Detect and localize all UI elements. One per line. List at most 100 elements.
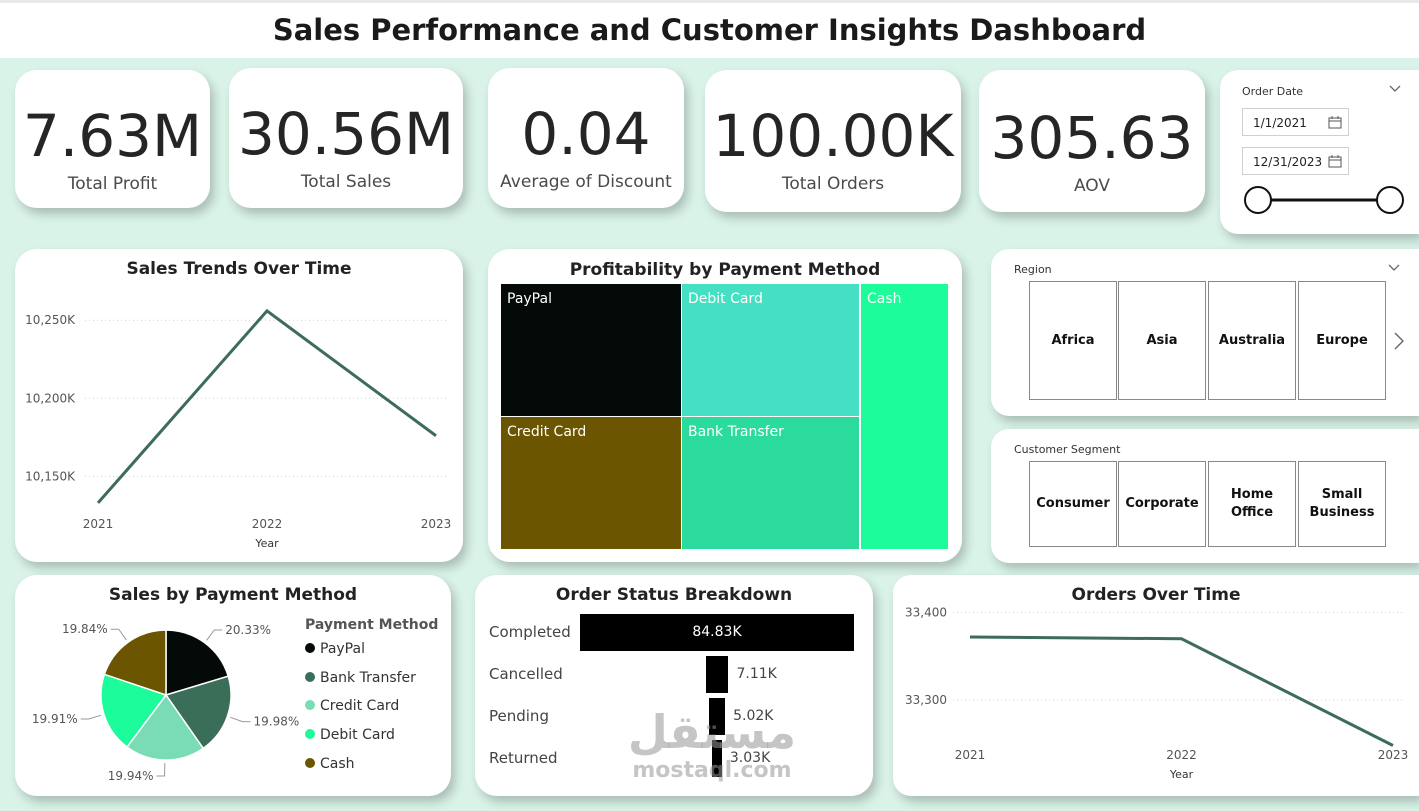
funnel-bar[interactable] — [705, 656, 729, 693]
funnel-bar[interactable] — [580, 614, 854, 651]
profitability-treemap: PayPal Debit Card Cash Credit Card Bank Tran… — [501, 284, 948, 549]
legend-marker — [305, 671, 315, 682]
order-date-label: Order Date — [1242, 85, 1304, 98]
x-tick-label: 2022 — [1166, 748, 1197, 762]
funnel-category-label: Returned — [489, 749, 558, 767]
x-tick-label: 2021 — [83, 517, 114, 531]
pie-data-label: 19.84% — [62, 622, 108, 636]
pie-slice — [165, 629, 230, 697]
kpi-label: AOV — [1073, 176, 1111, 196]
legend-marker — [305, 643, 315, 653]
kpi-aov: 305.63 AOV — [979, 70, 1205, 212]
slider-start-handle[interactable] — [1244, 186, 1272, 214]
region-tile-africa[interactable]: Africa — [1029, 281, 1117, 400]
kpi-value: 305.63 — [990, 104, 1194, 172]
region-slicer: Region Africa Asia Australia Europe — [991, 249, 1419, 416]
treemap-tile-credit-card[interactable]: Credit Card — [501, 417, 681, 549]
order-date-slicer: Order Date 1/1/2021 12/31/2023 — [1220, 70, 1419, 234]
legend-title: Payment Method — [305, 617, 439, 633]
funnel-category-label: Pending — [489, 707, 549, 725]
funnel-bar[interactable] — [712, 740, 722, 777]
orders-line-chart: 33,300 33,400 2021 2022 2023 Year — [905, 606, 1409, 782]
kpi-value: 30.56M — [237, 100, 455, 168]
end-date-input[interactable]: 12/31/2023 — [1242, 147, 1349, 175]
chevron-down-icon[interactable] — [1389, 85, 1401, 93]
series-line — [969, 635, 1394, 747]
x-axis-title: Year — [254, 537, 279, 550]
treemap-tile-cash[interactable]: Cash — [861, 284, 948, 549]
chart-title: Order Status Breakdown — [555, 585, 793, 605]
segment-label: Customer Segment — [1014, 443, 1121, 456]
legend-item[interactable]: Credit Card — [305, 698, 399, 714]
chevron-down-icon[interactable] — [1388, 264, 1400, 272]
chart-title: Sales Trends Over Time — [126, 259, 352, 279]
kpi-value: 7.63M — [22, 102, 203, 170]
treemap-tile-bank-transfer[interactable]: Bank Transfer — [682, 417, 859, 549]
legend-marker — [305, 757, 315, 768]
chart-title: Profitability by Payment Method — [569, 260, 881, 280]
legend-item[interactable]: PayPal — [305, 641, 365, 657]
segment-tile-small-business[interactable]: Small Business — [1298, 461, 1386, 547]
start-date-input[interactable]: 1/1/2021 — [1242, 108, 1349, 136]
treemap-tile-label: Cash — [867, 291, 902, 307]
y-tick-label: 10,250K — [25, 313, 76, 327]
y-tick-label: 10,200K — [25, 391, 76, 405]
legend-item[interactable]: Bank Transfer — [305, 670, 416, 686]
y-tick-label: 10,150K — [25, 469, 76, 483]
legend-marker — [305, 729, 315, 740]
legend-label: Credit Card — [320, 698, 400, 715]
funnel-bar[interactable] — [708, 698, 726, 735]
treemap-tile-label: Debit Card — [688, 291, 763, 307]
kpi-value: 0.04 — [521, 100, 651, 168]
calendar-icon[interactable] — [1328, 155, 1342, 168]
funnel-category-label: Cancelled — [489, 665, 563, 683]
region-tile-australia[interactable]: Australia — [1208, 281, 1296, 400]
pie-slice — [125, 693, 205, 761]
legend-label: Debit Card — [320, 727, 395, 744]
chevron-right-icon[interactable] — [1393, 331, 1405, 351]
x-tick-label: 2023 — [421, 517, 452, 531]
legend-item[interactable]: Debit Card — [305, 727, 395, 743]
x-tick-label: 2023 — [1378, 748, 1409, 762]
region-tile-asia[interactable]: Asia — [1118, 281, 1206, 400]
segment-tile-corporate[interactable]: Corporate — [1118, 461, 1206, 547]
legend-label: PayPal — [320, 641, 365, 657]
y-tick-label: 33,300 — [905, 693, 947, 707]
treemap-tile-debit-card[interactable]: Debit Card — [682, 284, 859, 416]
profitability-card: Profitability by Payment Method PayPal De… — [488, 249, 962, 562]
pie-data-label: 19.91% — [32, 712, 78, 726]
funnel-category-label: Completed — [489, 623, 571, 641]
slider-end-handle[interactable] — [1376, 186, 1404, 214]
legend-label: Cash — [320, 755, 355, 772]
funnel-data-label: 5.02K — [733, 708, 774, 724]
legend-item[interactable]: Cash — [305, 756, 355, 772]
calendar-icon[interactable] — [1328, 116, 1342, 129]
pie-data-label: 20.33% — [225, 623, 271, 637]
customer-segment-slicer: Customer Segment Consumer Corporate Home… — [991, 429, 1419, 563]
segment-tile-home-office[interactable]: Home Office — [1208, 461, 1296, 547]
x-tick-label: 2021 — [955, 748, 986, 762]
pie-leader-line — [80, 714, 102, 720]
region-label: Region — [1014, 263, 1052, 276]
orders-over-time-card: Orders Over Time 33,300 33,400 2021 2022 202… — [893, 575, 1419, 796]
sales-trends-card: Sales Trends Over Time 10,150K 10,200K 10,… — [15, 249, 463, 562]
dashboard-title: Sales Performance and Customer Insights … — [272, 13, 1147, 47]
legend-label: Bank Transfer — [320, 669, 416, 686]
funnel-data-label: 3.03K — [729, 750, 771, 766]
treemap-tile-label: PayPal — [507, 291, 552, 307]
date-range-slider[interactable] — [1242, 183, 1412, 217]
funnel-data-label: 84.83K — [692, 624, 742, 640]
pie-leader-line — [206, 629, 223, 641]
sales-by-payment-card: Sales by Payment Method 20.33% 19.98% 19.9… — [15, 575, 451, 796]
pie-data-label: 19.94% — [108, 769, 154, 783]
treemap-tile-paypal[interactable]: PayPal — [501, 284, 681, 416]
kpi-average-discount: 0.04 Average of Discount — [488, 68, 684, 208]
region-tile-europe[interactable]: Europe — [1298, 281, 1386, 400]
pie-slice — [103, 629, 167, 697]
kpi-label: Average of Discount — [500, 172, 672, 192]
kpi-total-sales: 30.56M Total Sales — [229, 68, 463, 208]
chart-title: Sales by Payment Method — [108, 585, 358, 605]
kpi-total-orders: 100.00K Total Orders — [705, 70, 961, 212]
segment-tile-consumer[interactable]: Consumer — [1029, 461, 1117, 547]
treemap-tile-label: Bank Transfer — [688, 424, 784, 440]
